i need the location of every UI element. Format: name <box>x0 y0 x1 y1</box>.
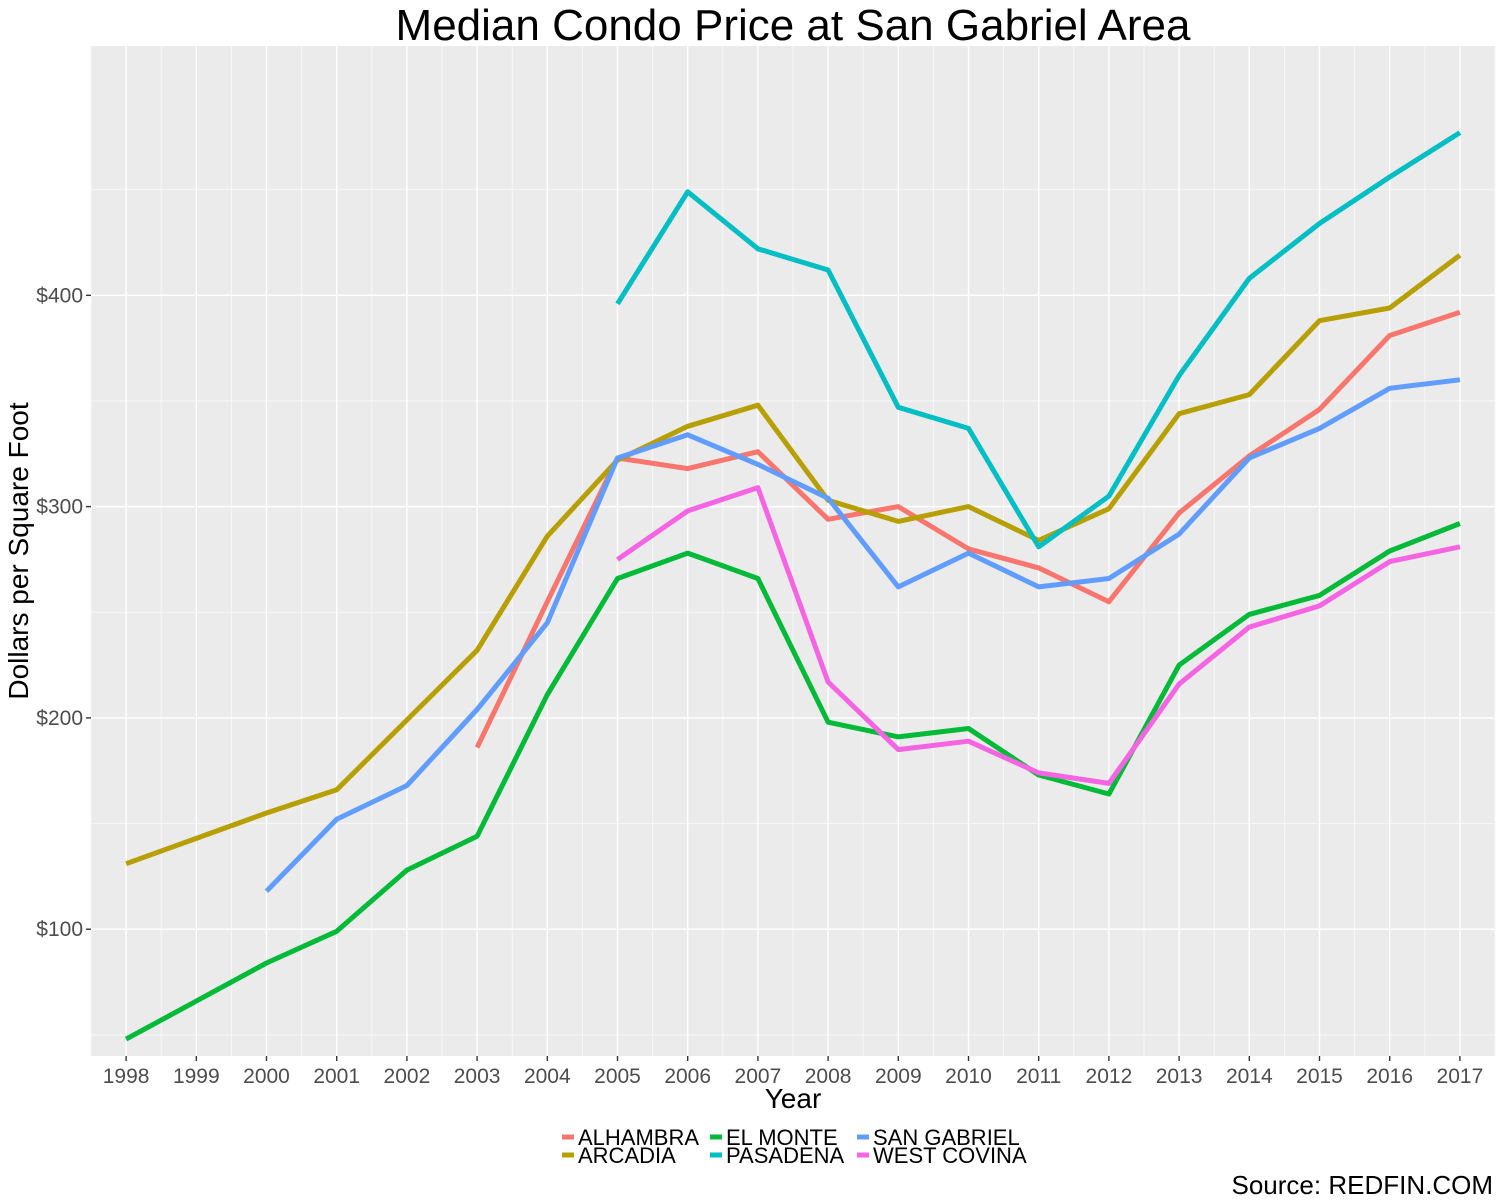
minor-gridlines <box>90 46 1496 1056</box>
x-tick-label: 2003 <box>454 1065 501 1088</box>
x-tick-label: 2017 <box>1437 1065 1484 1088</box>
x-axis-ticks: 1998 1999 2000 2001 2002 2003 2004 2005 2006 2007… <box>103 1056 1484 1088</box>
x-tick-label: 2007 <box>735 1065 782 1088</box>
x-axis-title: Year <box>765 1083 822 1114</box>
series-lines <box>124 130 1462 1042</box>
x-tick-label: 1998 <box>103 1065 150 1088</box>
series-line-alhambra <box>474 309 1461 749</box>
series-line-west-covina <box>616 485 1461 786</box>
series-line-el-monte <box>124 521 1461 1042</box>
x-tick-label: 2006 <box>664 1065 711 1088</box>
x-tick-label: 2008 <box>805 1065 852 1088</box>
x-tick-label: 2004 <box>524 1065 571 1088</box>
y-tick-label: $200 <box>36 707 83 730</box>
legend-label-arcadia: ARCADIA <box>578 1143 676 1168</box>
source-caption: Source: REDFIN.COM <box>1232 1170 1494 1200</box>
x-tick-label: 2000 <box>243 1065 290 1088</box>
major-gridlines <box>91 46 1495 1056</box>
x-tick-label: 2005 <box>594 1065 641 1088</box>
series-line-san-gabriel <box>264 377 1461 893</box>
legend-label-san-gabriel: SAN GABRIEL <box>873 1125 1020 1150</box>
legend-label-pasadena: PASADENA <box>726 1143 845 1168</box>
x-tick-label: 2002 <box>384 1065 431 1088</box>
y-axis-ticks: $100 $200 $300 $400 <box>36 284 91 941</box>
series-line-pasadena <box>615 130 1462 550</box>
y-tick-label: $300 <box>36 496 83 519</box>
x-tick-label: 2012 <box>1086 1065 1133 1088</box>
legend-label-alhambra: ALHAMBRA <box>578 1125 699 1150</box>
x-tick-label: 2010 <box>945 1065 992 1088</box>
x-tick-label: 2014 <box>1226 1065 1273 1088</box>
y-axis-title: Dollars per Square Foot <box>3 402 34 699</box>
x-tick-label: 2013 <box>1156 1065 1203 1088</box>
y-tick-label: $400 <box>36 284 83 307</box>
x-tick-label: 2016 <box>1366 1065 1413 1088</box>
legend-label-el-monte: EL MONTE <box>726 1125 838 1150</box>
x-tick-label: 1999 <box>173 1065 220 1088</box>
x-tick-label: 2009 <box>875 1065 922 1088</box>
x-tick-label: 2015 <box>1296 1065 1343 1088</box>
y-tick-label: $100 <box>36 918 83 941</box>
chart-title: Median Condo Price at San Gabriel Area <box>396 1 1191 50</box>
series-line-arcadia <box>125 253 1462 867</box>
x-tick-label: 2001 <box>313 1065 360 1088</box>
x-tick-label: 2011 <box>1016 1065 1061 1088</box>
legend-label-west-covina: WEST COVINA <box>873 1143 1027 1168</box>
